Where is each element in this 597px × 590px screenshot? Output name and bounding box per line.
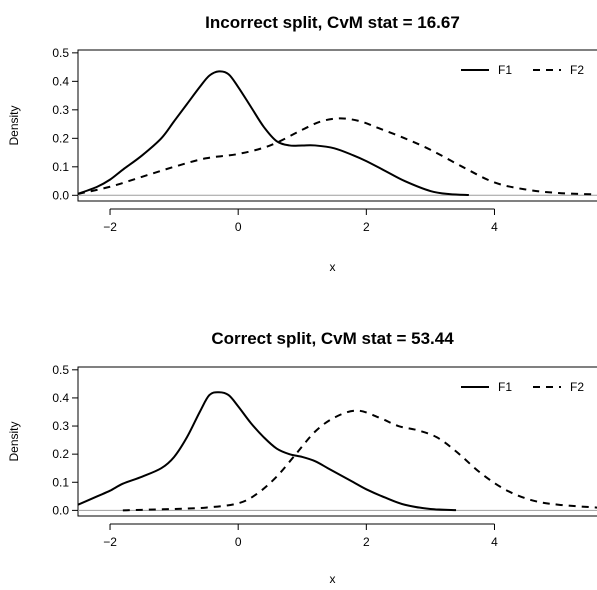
y-tick-label: 0.2 bbox=[52, 131, 69, 145]
chart-title: Correct split, CvM stat = 53.44 bbox=[211, 329, 454, 348]
y-tick-label: 0.3 bbox=[52, 419, 69, 433]
legend-label-f1: F1 bbox=[498, 63, 512, 77]
y-tick-label: 0.0 bbox=[52, 503, 69, 517]
series-line-f1 bbox=[78, 70, 469, 197]
x-tick-label: 0 bbox=[235, 220, 242, 234]
y-axis-label: Density bbox=[7, 105, 21, 145]
legend-label-f2: F2 bbox=[570, 380, 584, 394]
series-line-f2 bbox=[122, 409, 597, 512]
series-line-f1 bbox=[78, 391, 457, 512]
x-tick-label: −2 bbox=[103, 535, 117, 549]
plot-frame bbox=[77, 49, 597, 202]
x-axis-label: x bbox=[330, 572, 336, 586]
chart-title: Incorrect split, CvM stat = 16.67 bbox=[205, 13, 460, 32]
x-tick-label: 0 bbox=[235, 535, 242, 549]
y-tick-label: 0.5 bbox=[52, 363, 69, 377]
y-tick-label: 0.3 bbox=[52, 103, 69, 117]
plot-frame bbox=[77, 366, 597, 517]
series-line-f2 bbox=[78, 117, 597, 196]
x-tick-label: 2 bbox=[363, 535, 370, 549]
y-tick-label: 0.1 bbox=[52, 160, 69, 174]
x-tick-label: −2 bbox=[103, 220, 117, 234]
x-tick-label: 4 bbox=[491, 535, 498, 549]
x-axis-label: x bbox=[330, 260, 336, 274]
y-tick-label: 0.4 bbox=[52, 74, 69, 88]
legend-label-f2: F2 bbox=[570, 63, 584, 77]
y-tick-label: 0.1 bbox=[52, 475, 69, 489]
y-tick-label: 0.5 bbox=[52, 46, 69, 60]
x-tick-label: 4 bbox=[491, 220, 498, 234]
y-axis-label: Density bbox=[7, 421, 21, 461]
chart-panel-2: Correct split, CvM stat = 53.44 0.0 0.1 0.2… bbox=[7, 329, 597, 586]
x-tick-label: 2 bbox=[363, 220, 370, 234]
y-tick-label: 0.4 bbox=[52, 391, 69, 405]
chart-panel-1: Incorrect split, CvM stat = 16.67 0.0 0.1 0… bbox=[7, 13, 597, 274]
y-tick-label: 0.2 bbox=[52, 447, 69, 461]
y-tick-label: 0.0 bbox=[52, 188, 69, 202]
legend-label-f1: F1 bbox=[498, 380, 512, 394]
